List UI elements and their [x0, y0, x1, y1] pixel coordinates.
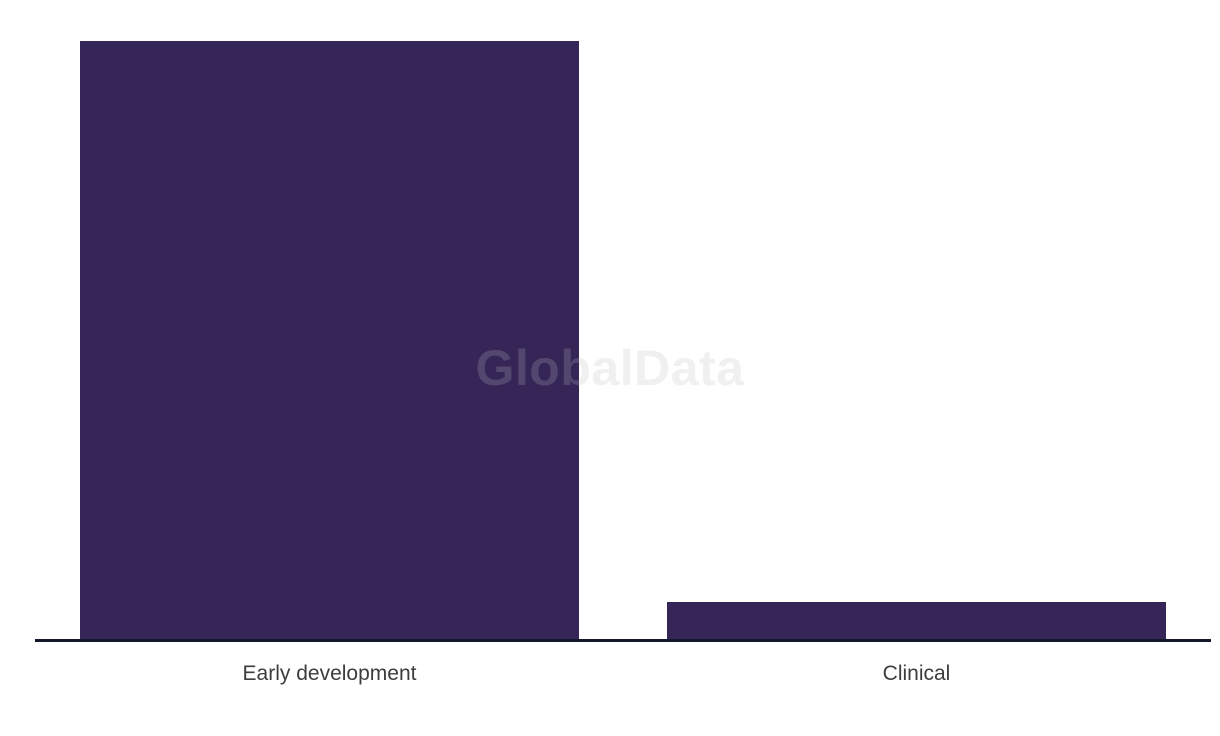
bar-clinical — [667, 602, 1166, 639]
x-axis-label-clinical: Clinical — [882, 662, 951, 685]
x-axis-line — [35, 639, 1211, 642]
x-axis-label-early-development: Early development — [242, 662, 417, 685]
bar-early-development — [80, 41, 579, 639]
